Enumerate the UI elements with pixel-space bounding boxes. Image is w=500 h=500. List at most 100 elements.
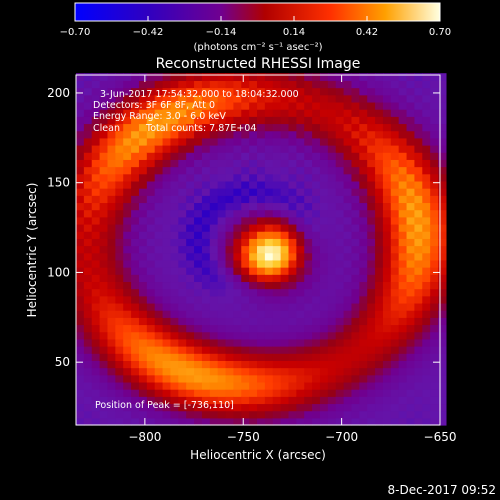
heatmap-cell [241,216,250,225]
heatmap-cell [115,152,124,160]
heatmap-cell [327,389,337,397]
heatmap-cell [162,73,172,81]
heatmap-cell [414,145,423,153]
heatmap-cell [398,403,408,412]
heatmap-cell [131,281,140,290]
heatmap-cell [217,281,227,290]
heatmap-cell [304,209,313,218]
heatmap-cell [131,410,140,419]
heatmap-cell [272,223,282,232]
heatmap-cell [76,360,85,369]
heatmap-cell [233,302,242,311]
heatmap-cell [170,145,179,153]
heatmap-cell [138,216,148,225]
heatmap-cell [76,173,85,182]
heatmap-cell [367,331,376,340]
heatmap-cell [146,188,156,196]
heatmap-cell [194,137,203,146]
heatmap-cell [76,396,85,405]
heatmap-cell [343,302,353,311]
heatmap-cell [406,310,416,318]
heatmap-cell [319,101,329,110]
heatmap-cell [280,152,290,160]
heatmap-cell [186,223,195,232]
heatmap-cell [115,353,124,361]
heatmap-cell [382,173,392,182]
heatmap-cell [438,389,447,397]
heatmap-cell [107,389,116,397]
heatmap-cell [201,152,211,160]
heatmap-cell [201,381,211,390]
heatmap-cell [138,166,148,175]
heatmap-cell [438,223,447,232]
heatmap-cell [162,137,172,146]
heatmap-cell [99,137,109,146]
heatmap-cell [430,173,439,182]
heatmap-cell [201,295,211,304]
heatmap-cell [367,109,376,117]
heatmap-cell [406,317,416,326]
heatmap-cell [359,152,368,160]
heatmap-cell [264,410,274,419]
heatmap-cell [343,202,353,211]
heatmap-cell [233,202,242,211]
heatmap-cell [225,80,235,89]
heatmap-cell [296,389,305,397]
heatmap-cell [288,80,297,89]
heatmap-cell [367,324,376,333]
y-tick-label: 100 [47,265,70,279]
heatmap-cell [312,331,321,340]
heatmap-cell [162,202,172,211]
heatmap-cell [438,116,447,125]
heatmap-cell [76,188,85,196]
heatmap-cell [304,353,313,361]
heatmap-cell [367,159,376,168]
heatmap-cell [367,403,376,412]
heatmap-cell [257,360,266,369]
heatmap-cell [249,338,258,347]
heatmap-cell [186,80,195,89]
heatmap-cell [194,80,203,89]
heatmap-cell [233,173,242,182]
heatmap-cell [327,245,337,254]
heatmap-cell [115,109,124,117]
heatmap-cell [107,324,116,333]
heatmap-cell [154,159,164,168]
heatmap-cell [83,130,93,139]
heatmap-cell [335,238,345,247]
heatmap-cell [249,353,258,361]
heatmap-cell [327,231,337,239]
heatmap-cell [375,417,384,426]
heatmap-cell [249,252,258,261]
heatmap-cell [335,381,345,390]
heatmap-cell [343,109,353,117]
heatmap-cell [186,137,195,146]
heatmap-cell [414,152,423,160]
heatmap-cell [343,410,353,419]
heatmap-cell [288,259,297,268]
heatmap-cell [241,324,250,333]
heatmap-cell [257,346,266,354]
heatmap-cell [359,353,368,361]
heatmap-cell [272,360,282,369]
heatmap-cell [390,353,400,361]
heatmap-cell [280,173,290,182]
heatmap-cell [296,302,305,311]
heatmap-cell [398,166,408,175]
heatmap-cell [107,94,116,103]
heatmap-cell [99,331,109,340]
heatmap-cell [327,374,337,383]
heatmap-cell [123,274,132,283]
heatmap-cell [264,73,274,81]
heatmap-cell [186,360,195,369]
heatmap-cell [194,166,203,175]
heatmap-cell [123,302,132,311]
heatmap-cell [312,360,321,369]
heatmap-cell [272,137,282,146]
heatmap-cell [241,245,250,254]
heatmap-cell [123,324,132,333]
heatmap-cell [154,166,164,175]
heatmap-cell [351,252,360,261]
heatmap-cell [217,331,227,340]
heatmap-cell [335,137,345,146]
